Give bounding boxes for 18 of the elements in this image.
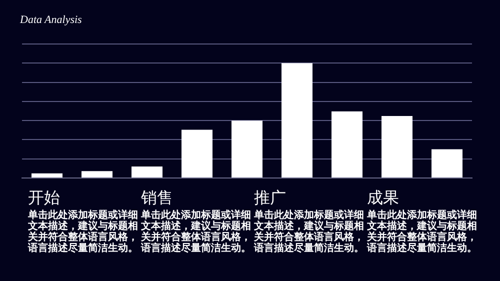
text: 单击此处添加标题或详细文本描述，建议与标题相关并符合整体语言风格，语言描述尽量简洁生动。 (367, 210, 477, 254)
bar (182, 130, 212, 178)
bar (132, 166, 162, 178)
bar (432, 149, 462, 178)
text: 单击此处添加标题或详细文本描述，建议与标题相关并符合整体语言风格，语言描述尽量简洁生动。 (254, 210, 364, 254)
text: 开始 (28, 188, 61, 208)
chart-title: Data Analysis (20, 14, 82, 26)
bar (332, 111, 362, 178)
text: 单击此处添加标题或详细文本描述，建议与标题相关并符合整体语言风格，语言描述尽量简洁生动。 (141, 210, 251, 254)
text: 推广 (254, 188, 287, 208)
text: 单击此处添加标题或详细文本描述，建议与标题相关并符合整体语言风格，语言描述尽量简洁生动。 (28, 210, 138, 254)
text: 销售 (141, 188, 174, 208)
bar (382, 116, 412, 178)
text: 成果 (367, 188, 400, 208)
bar (282, 63, 312, 178)
bar (232, 120, 262, 178)
bar (32, 173, 62, 178)
bar (82, 171, 112, 178)
